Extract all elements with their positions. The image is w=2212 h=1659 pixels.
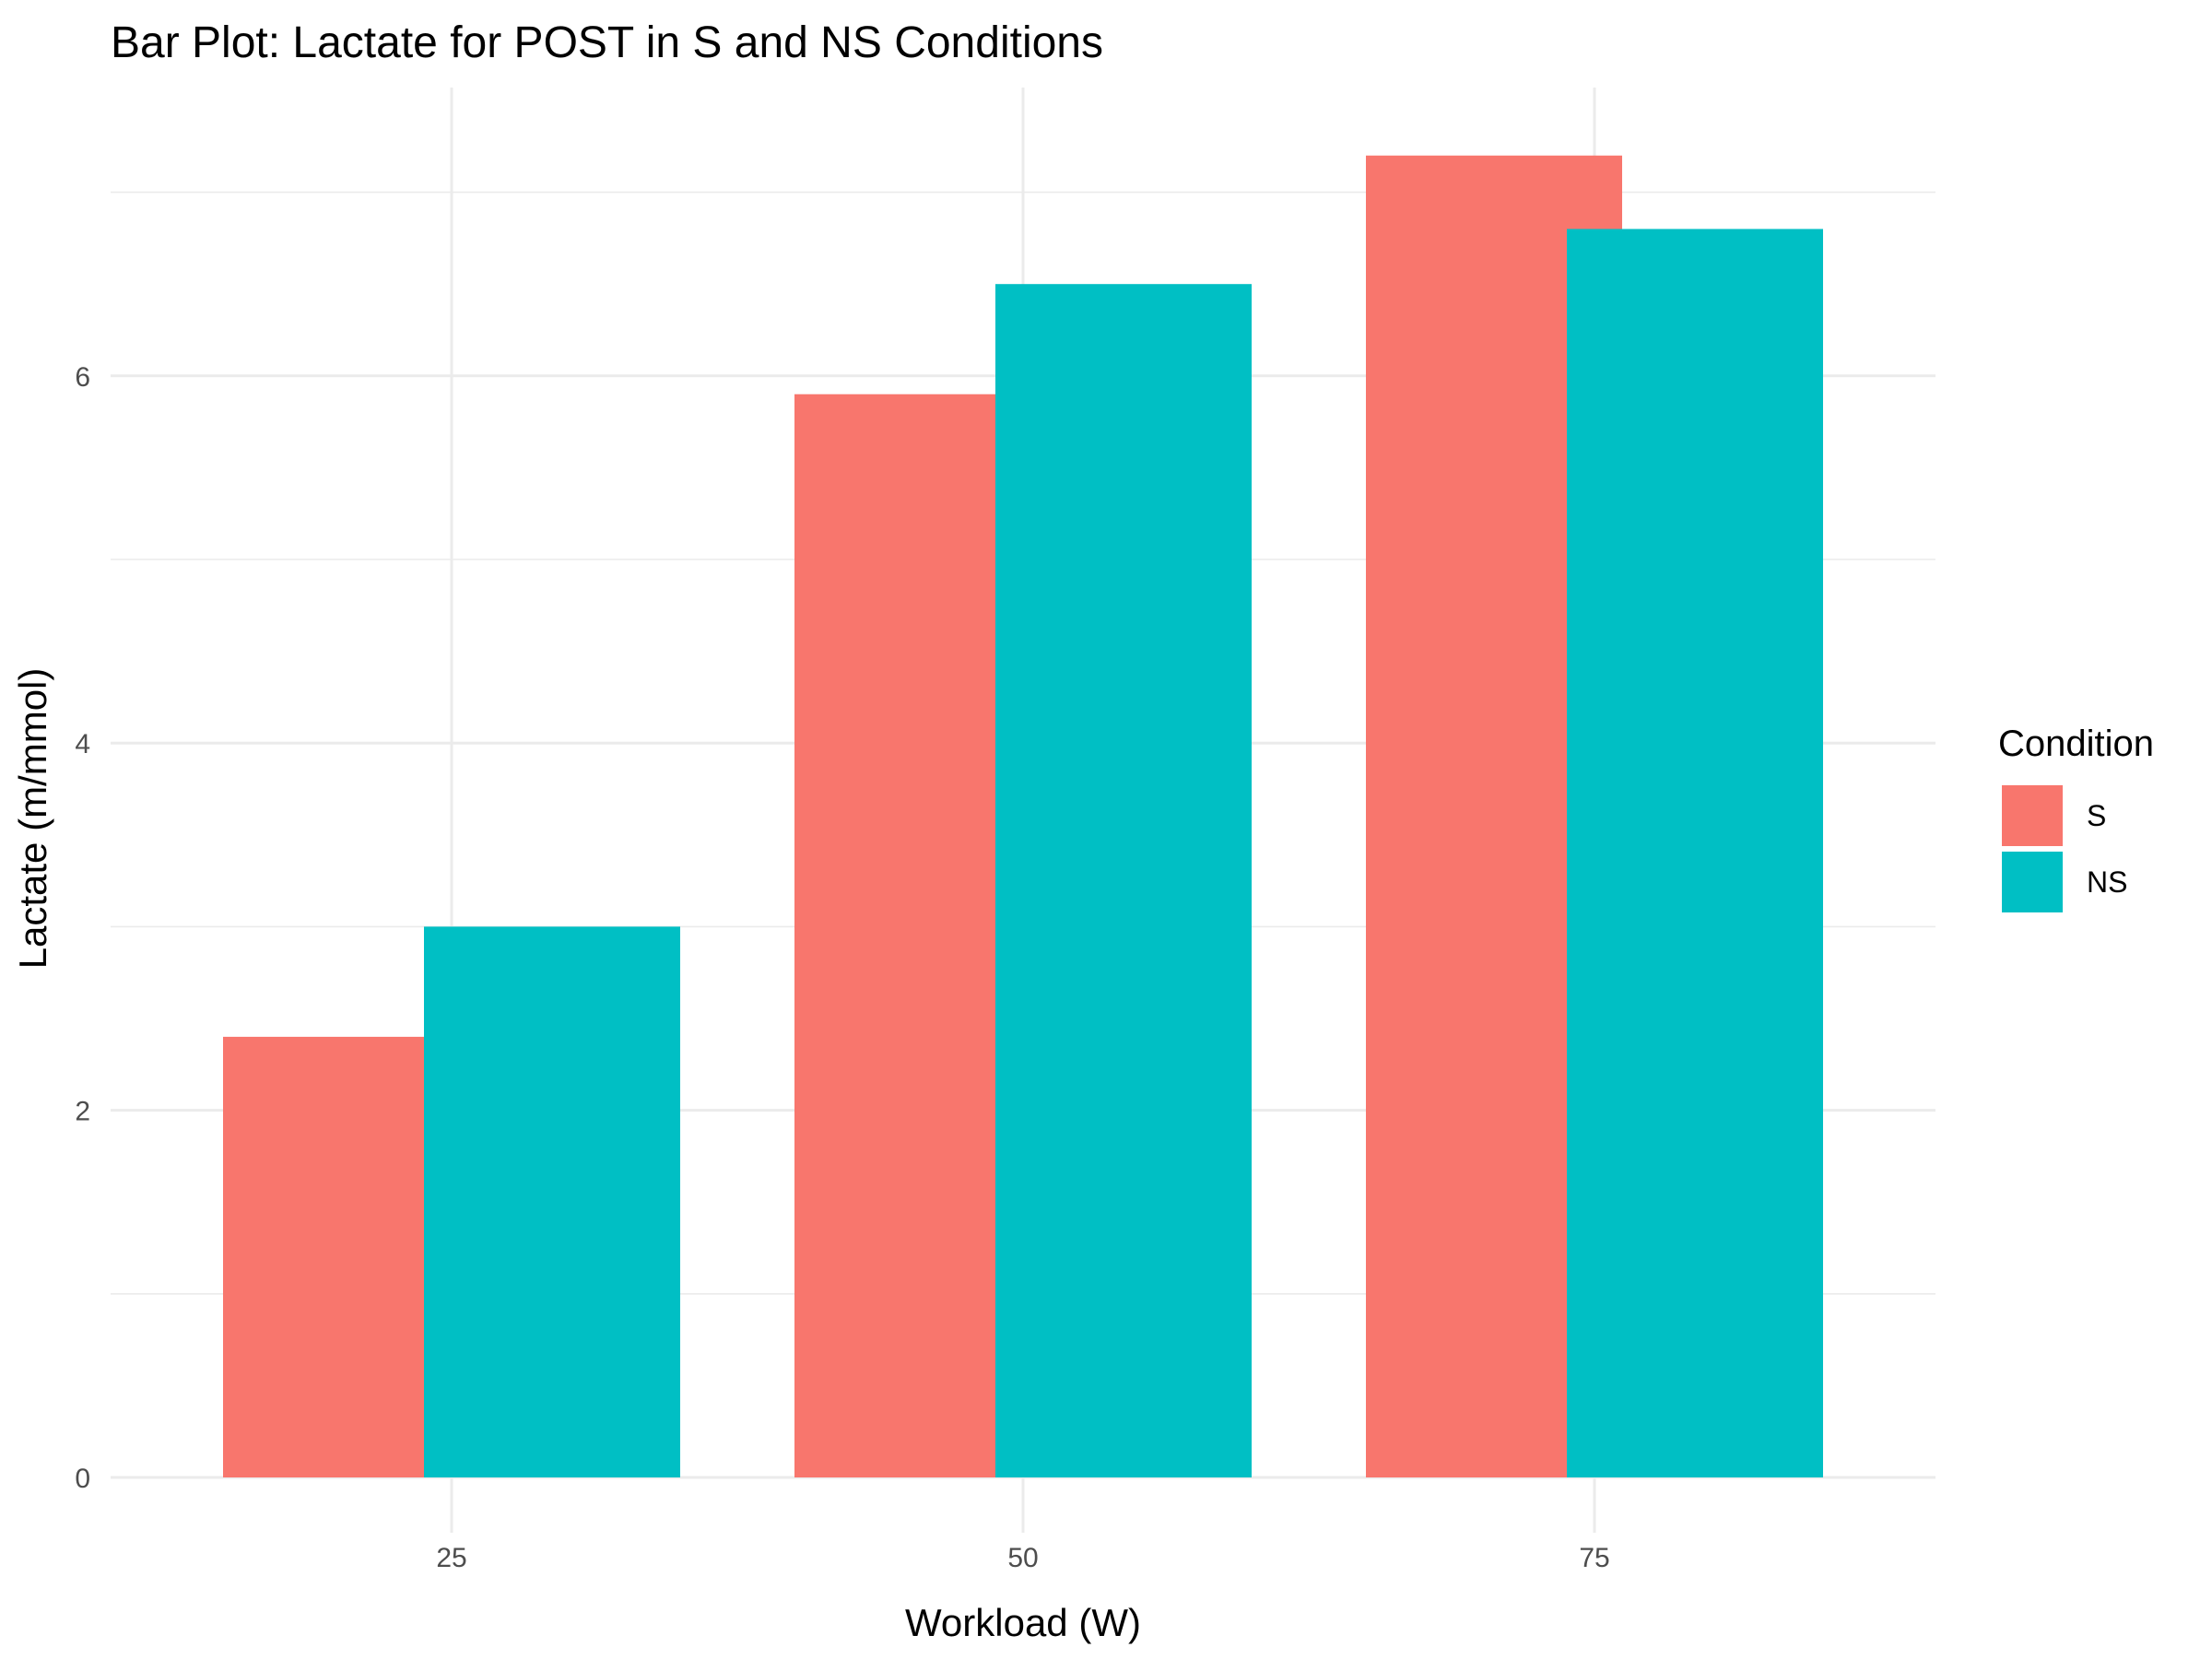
y-axis-title: Lactate (m/mmol) [11, 668, 54, 970]
bar-ns-75 [1567, 229, 1823, 1478]
legend-label-ns: NS [2087, 865, 2127, 899]
legend: Condition S NS [1998, 724, 2154, 912]
x-axis-ticks: 25 50 75 [436, 1543, 1609, 1573]
legend-key-s [2002, 785, 2063, 846]
bar-ns-25 [424, 926, 680, 1477]
chart-title: Bar Plot: Lactate for POST in S and NS C… [111, 18, 1103, 67]
x-tick-label: 75 [1579, 1543, 1609, 1573]
y-tick-label: 0 [75, 1464, 90, 1494]
x-tick-label: 25 [436, 1543, 466, 1573]
y-tick-label: 4 [75, 729, 90, 759]
y-tick-label: 2 [75, 1097, 90, 1127]
legend-label-s: S [2087, 799, 2106, 832]
x-tick-label: 50 [1007, 1543, 1038, 1573]
y-axis-ticks: 0 2 4 6 [75, 362, 90, 1494]
bar-ns-50 [995, 284, 1252, 1478]
legend-key-ns [2002, 852, 2063, 912]
x-axis-title: Workload (W) [905, 1601, 1141, 1644]
legend-items: S NS [2002, 785, 2127, 912]
y-tick-label: 6 [75, 362, 90, 393]
bars [223, 155, 1823, 1478]
legend-title: Condition [1998, 724, 2154, 764]
